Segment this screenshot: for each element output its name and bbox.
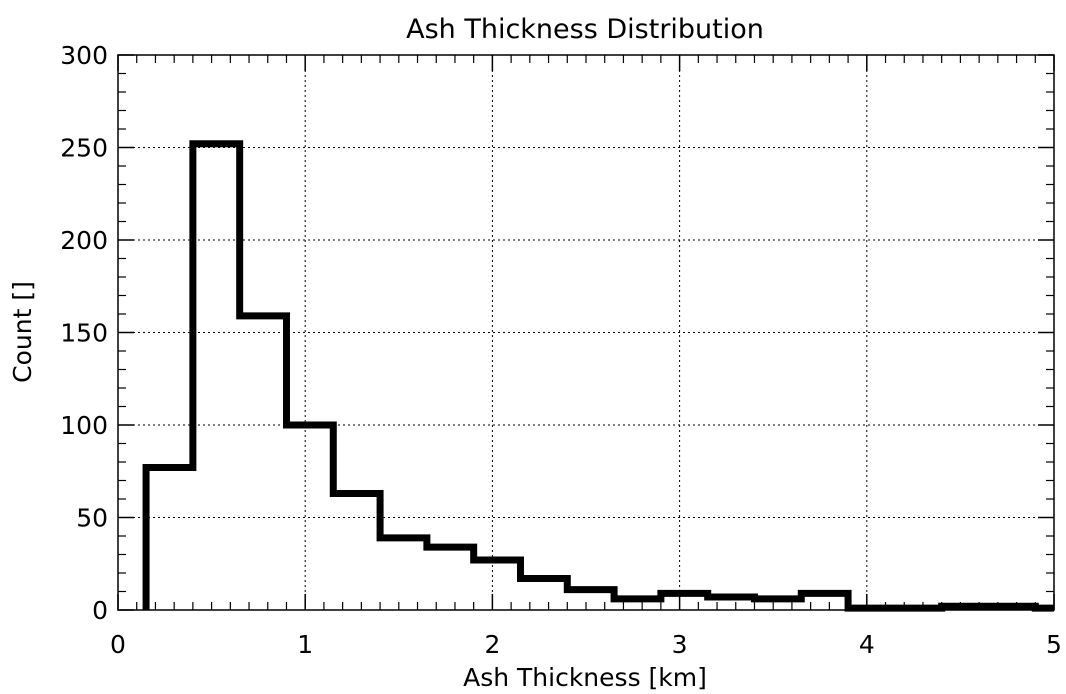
histogram-outline [146,144,1054,610]
chart-title: Ash Thickness Distribution [406,14,764,45]
x-axis-label: Ash Thickness [km] [463,663,707,692]
x-tick-label: 2 [484,630,500,659]
grid-lines [118,55,1054,610]
y-tick-label: 200 [60,226,108,255]
x-tick-label: 3 [672,630,688,659]
y-tick-label: 50 [76,504,108,533]
x-tick-label: 5 [1046,630,1062,659]
x-tick-label: 4 [859,630,875,659]
y-tick-label: 300 [60,41,108,70]
x-tick-label: 1 [297,630,313,659]
y-axis-label: Count [] [8,281,37,383]
y-tick-label: 150 [60,319,108,348]
y-tick-label: 100 [60,411,108,440]
y-tick-label: 250 [60,134,108,163]
x-tick-label: 0 [110,630,126,659]
y-tick-label: 0 [92,596,108,625]
